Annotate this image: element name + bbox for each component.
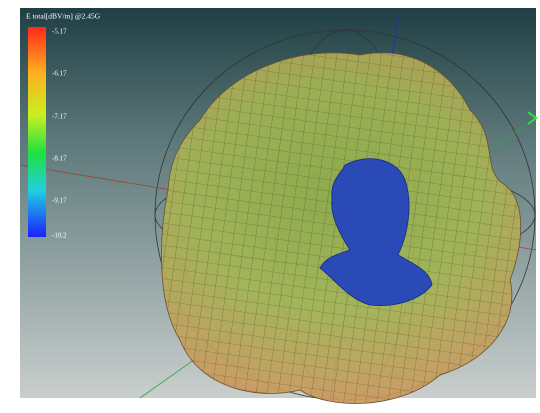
legend-label: -10.2 [52, 232, 67, 240]
head-model [319, 158, 433, 306]
legend-label: -5.17 [52, 28, 67, 36]
legend-label: -9.17 [52, 197, 67, 205]
legend-label: -7.17 [52, 113, 67, 121]
color-bar [28, 27, 46, 237]
legend-title: E total[dBV/m] @2.45G [26, 12, 101, 21]
legend-label: -6.17 [52, 70, 67, 78]
legend-label: -8.17 [52, 155, 67, 163]
